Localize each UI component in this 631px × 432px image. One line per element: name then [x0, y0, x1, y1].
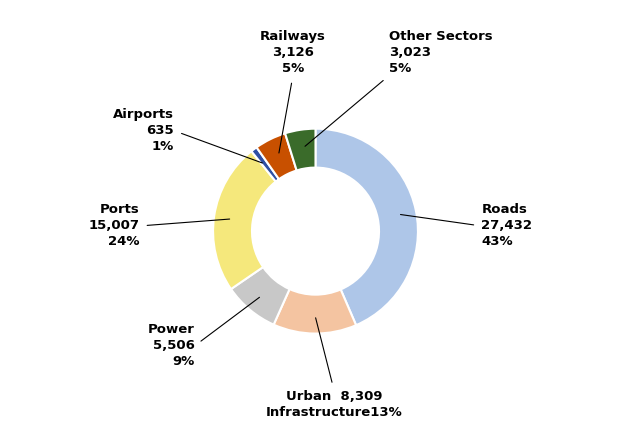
Text: Ports
15,007
24%: Ports 15,007 24%	[88, 203, 139, 248]
Text: Airports
635
1%: Airports 635 1%	[113, 108, 174, 153]
Text: Urban  8,309
Infrastructure13%: Urban 8,309 Infrastructure13%	[266, 390, 403, 419]
Wedge shape	[251, 147, 279, 181]
Text: Power
5,506
9%: Power 5,506 9%	[148, 324, 194, 368]
Wedge shape	[257, 133, 297, 179]
Wedge shape	[213, 151, 276, 289]
Wedge shape	[274, 289, 356, 334]
Text: Roads
27,432
43%: Roads 27,432 43%	[481, 203, 533, 248]
Wedge shape	[285, 129, 316, 171]
Text: Other Sectors
3,023
5%: Other Sectors 3,023 5%	[389, 30, 493, 76]
Wedge shape	[316, 129, 418, 325]
Text: Railways
3,126
5%: Railways 3,126 5%	[260, 30, 326, 76]
Wedge shape	[231, 267, 290, 324]
